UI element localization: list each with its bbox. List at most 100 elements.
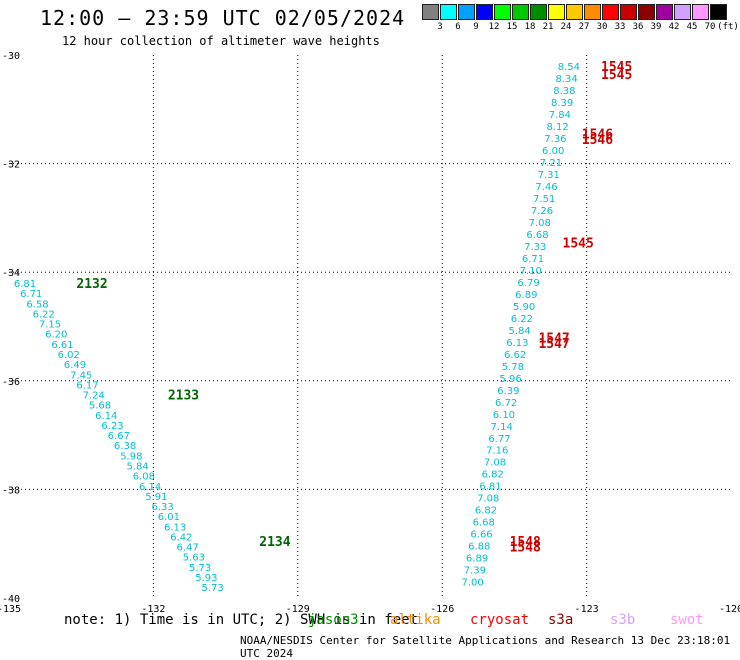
wave-height-value: 6.42 xyxy=(170,532,192,543)
x-tick-label: -135 xyxy=(0,604,21,615)
wave-height-value: 5.63 xyxy=(183,553,205,564)
wave-height-value: 6.79 xyxy=(517,278,539,289)
legend-swatch xyxy=(440,4,457,20)
legend-swatch xyxy=(710,4,727,20)
satellite-name-s3a: s3a xyxy=(548,612,574,628)
wave-height-value: 6.66 xyxy=(470,530,492,541)
legend-label: 33 xyxy=(614,22,626,32)
wave-height-value: 6.47 xyxy=(177,543,199,554)
y-tick-label: -40 xyxy=(2,594,20,605)
wave-height-value: 7.36 xyxy=(544,134,566,145)
wave-height-value: 6.89 xyxy=(515,290,537,301)
legend-label: 18 xyxy=(524,22,536,32)
wave-height-value: 6.62 xyxy=(504,350,526,361)
wave-height-value: 8.54 xyxy=(558,62,580,73)
legend-label: 27 xyxy=(578,22,590,32)
wave-height-value: 6.61 xyxy=(51,340,73,351)
wave-height-value: 6.08 xyxy=(133,472,155,483)
x-tick-label: -129 xyxy=(286,604,310,615)
legend-swatch xyxy=(476,4,493,20)
wave-height-value: 7.10 xyxy=(520,266,542,277)
wave-height-value: 6.33 xyxy=(151,502,173,513)
wave-height-value: 6.14 xyxy=(95,411,117,422)
wave-height-value: 7.31 xyxy=(538,170,560,181)
wave-height-value: 5.93 xyxy=(195,573,217,584)
legend-swatch xyxy=(548,4,565,20)
satellite-name-s3b: s3b xyxy=(610,612,636,628)
y-tick-label: -34 xyxy=(2,268,20,279)
wave-height-value: 7.26 xyxy=(531,206,553,217)
legend-label: 6 xyxy=(455,22,461,32)
footer-credit: NOAA/NESDIS Center for Satellite Applica… xyxy=(240,634,731,660)
wave-height-value: 5.73 xyxy=(202,583,224,594)
wave-height-value: 6.82 xyxy=(482,470,504,481)
page-title: 12:00 – 23:59 UTC 02/05/2024 xyxy=(40,6,406,30)
legend-swatch xyxy=(620,4,637,20)
wave-height-value: 6.72 xyxy=(495,398,517,409)
wave-height-value: 6.68 xyxy=(526,230,548,241)
legend-label: 30 xyxy=(596,22,608,32)
wave-height-value: 7.08 xyxy=(477,494,499,505)
wave-height-value: 7.39 xyxy=(464,566,486,577)
satellite-name-altika: altika xyxy=(390,612,441,628)
wave-height-value: 5.96 xyxy=(500,374,522,385)
legend-unit: (ft) xyxy=(717,22,739,32)
wave-height-value: 7.45 xyxy=(70,370,92,381)
wave-height-value: 5.84 xyxy=(508,326,530,337)
pass-time-label: 1546 xyxy=(582,128,613,143)
wave-height-value: 7.33 xyxy=(524,242,546,253)
pass-time-label: 1548 xyxy=(510,540,541,555)
y-tick-label: -30 xyxy=(2,51,20,62)
legend-label: 12 xyxy=(488,22,500,32)
legend-swatch xyxy=(494,4,511,20)
wave-height-value: 8.39 xyxy=(551,98,573,109)
legend-label: 42 xyxy=(668,22,680,32)
legend-swatch xyxy=(566,4,583,20)
legend-label: 24 xyxy=(560,22,572,32)
y-tick-label: -36 xyxy=(2,377,20,388)
wave-height-value: 5.78 xyxy=(502,362,524,373)
legend-label: 21 xyxy=(542,22,554,32)
wave-height-value: 7.08 xyxy=(529,218,551,229)
wave-height-value: 7.51 xyxy=(533,194,555,205)
wave-height-value: 6.38 xyxy=(114,441,136,452)
wave-height-value: 5.91 xyxy=(145,492,167,503)
wave-height-value: 6.22 xyxy=(33,309,55,320)
wave-height-value: 7.14 xyxy=(491,422,513,433)
page-subtitle: 12 hour collection of altimeter wave hei… xyxy=(62,34,380,48)
wave-height-value: 6.20 xyxy=(45,330,67,341)
wave-height-value: 6.02 xyxy=(58,350,80,361)
wave-height-value: 6.49 xyxy=(64,360,86,371)
wave-height-value: 6.68 xyxy=(473,518,495,529)
wave-height-value: 6.22 xyxy=(511,314,533,325)
wave-height-value: 8.34 xyxy=(555,74,577,85)
legend-swatch xyxy=(512,4,529,20)
wave-height-value: 5.73 xyxy=(189,563,211,574)
satellite-name-swot: swot xyxy=(670,612,704,628)
wave-height-value: 5.98 xyxy=(120,451,142,462)
wave-height-value: 6.77 xyxy=(488,434,510,445)
wave-height-value: 6.13 xyxy=(506,338,528,349)
x-tick-label: -120 xyxy=(719,604,740,615)
wave-height-value: 6.71 xyxy=(522,254,544,265)
pass-time-label: 2132 xyxy=(76,277,107,292)
wave-height-value: 7.15 xyxy=(39,320,61,331)
legend-swatch xyxy=(692,4,709,20)
legend-swatch xyxy=(602,4,619,20)
pass-time-label: 1545 xyxy=(601,68,632,83)
legend-label: 39 xyxy=(650,22,662,32)
wave-height-value: 6.89 xyxy=(466,554,488,565)
y-tick-label: -32 xyxy=(2,160,20,171)
wave-height-value: 5.68 xyxy=(89,401,111,412)
wave-height-value: 6.82 xyxy=(475,506,497,517)
y-tick-label: -38 xyxy=(2,485,20,496)
legend-swatch xyxy=(584,4,601,20)
pass-time-label: 1546 xyxy=(582,133,613,148)
wave-height-value: 6.17 xyxy=(76,380,98,391)
wave-height-value: 6.71 xyxy=(20,289,42,300)
legend-swatch xyxy=(458,4,475,20)
pass-time-label: 1545 xyxy=(601,60,632,75)
wave-height-value: 7.08 xyxy=(484,458,506,469)
legend-swatch xyxy=(638,4,655,20)
